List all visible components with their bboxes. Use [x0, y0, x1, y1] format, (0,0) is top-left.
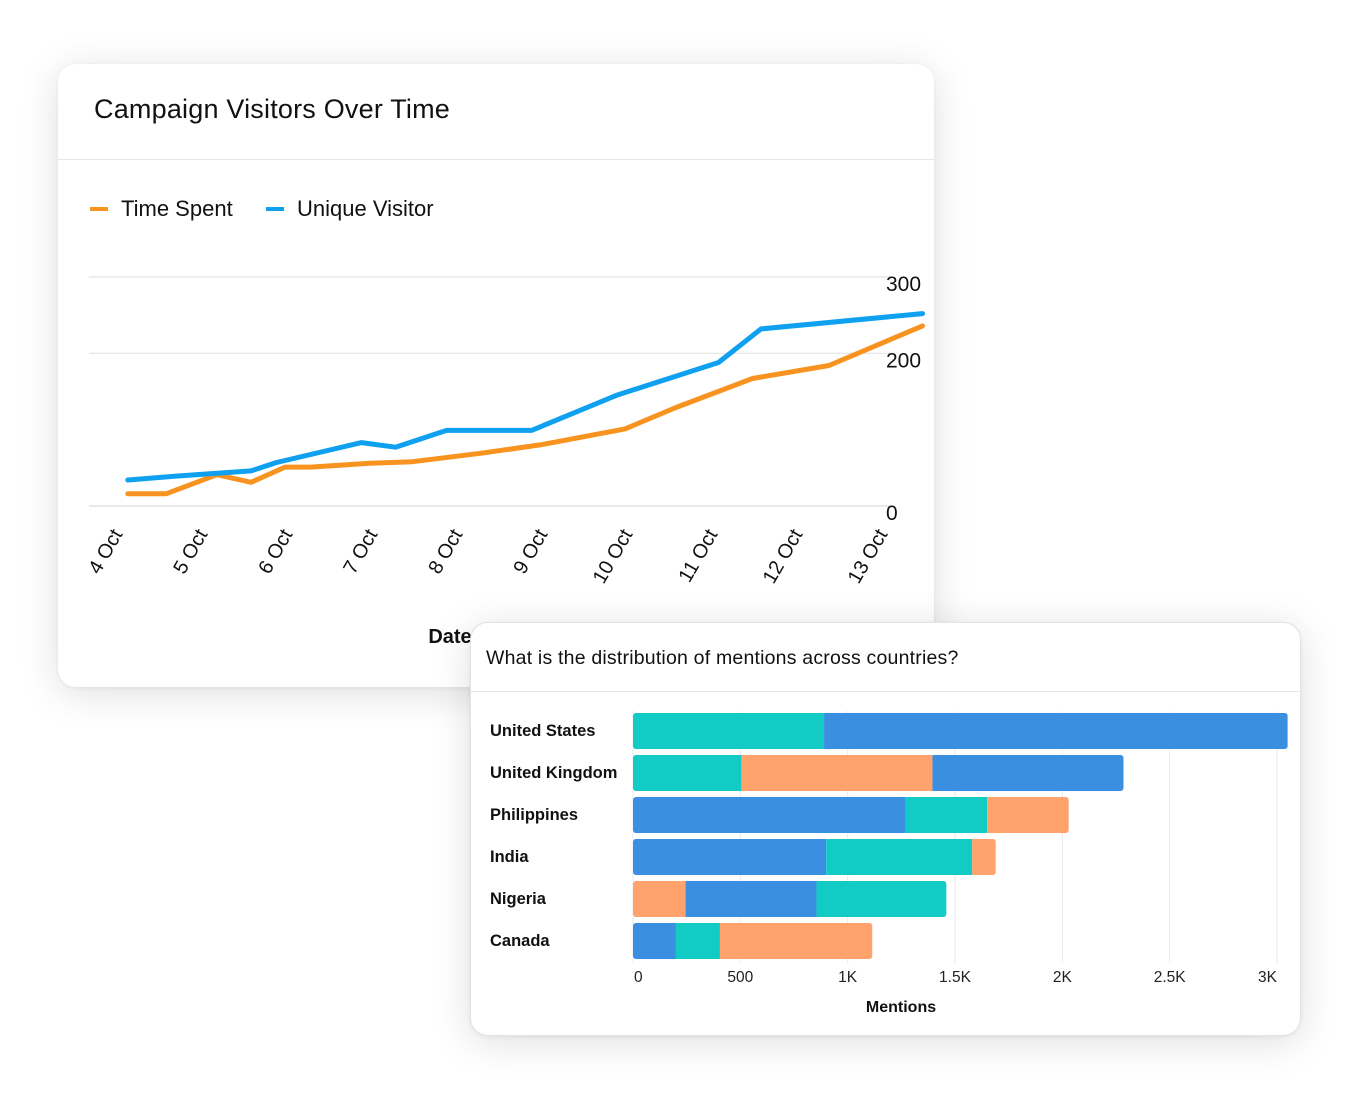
bar-segment-salmon[interactable]	[719, 923, 873, 959]
line-chart-x-axis-title: Date	[428, 626, 471, 648]
bar-segment-blue[interactable]	[633, 923, 676, 959]
line-chart-x-tick-label: 5 Oct	[169, 525, 212, 578]
bar-chart-card: What is the distribution of mentions acr…	[470, 622, 1301, 1036]
bar-segment-blue[interactable]	[932, 755, 1124, 791]
bar-row-nigeria[interactable]	[633, 881, 947, 917]
bar-chart-x-tick-label: 1.5K	[939, 969, 972, 986]
bar-segment-teal[interactable]	[633, 755, 742, 791]
bar-chart-category-label: United Kingdom	[490, 764, 617, 782]
bar-chart-x-tick-label: 500	[727, 969, 753, 986]
bar-chart-category-label: Nigeria	[490, 890, 547, 908]
line-chart-title: Campaign Visitors Over Time	[94, 94, 451, 124]
line-chart-title-divider	[58, 159, 934, 160]
bar-segment-salmon[interactable]	[741, 755, 933, 791]
line-chart-card: Campaign Visitors Over Time 300 200 0 4 Oc…	[58, 64, 934, 687]
bar-segment-teal[interactable]	[675, 923, 720, 959]
legend-item-time-spent[interactable]: Time Spent	[90, 196, 233, 221]
bar-chart-category-label: Canada	[490, 932, 550, 950]
line-chart-x-tick-label: 13 Oct	[844, 525, 893, 587]
bar-segment-blue[interactable]	[685, 881, 817, 917]
bar-segment-salmon[interactable]	[987, 797, 1069, 833]
bar-segment-blue[interactable]	[633, 797, 906, 833]
bar-chart-title-divider	[471, 691, 1300, 692]
bar-segment-teal[interactable]	[816, 881, 947, 917]
line-chart-y-tick-label: 300	[886, 273, 921, 296]
bar-row-united-kingdom[interactable]	[633, 755, 1124, 791]
bar-row-philippines[interactable]	[633, 797, 1069, 833]
bar-chart-x-tick-label: 2K	[1053, 969, 1073, 986]
line-chart-y-tick-label: 200	[886, 349, 921, 372]
bar-segment-blue[interactable]	[824, 713, 1288, 749]
bar-chart-x-tick-label: 0	[634, 969, 643, 986]
line-chart-x-tick-label: 4 Oct	[84, 525, 127, 578]
bar-chart-x-axis-title: Mentions	[866, 999, 936, 1016]
legend-label: Unique Visitor	[297, 196, 434, 221]
bar-chart-category-label: India	[490, 848, 529, 866]
line-chart-x-tick-label: 8 Oct	[424, 525, 467, 578]
line-series-unique-visitor	[125, 311, 925, 483]
bar-chart-x-tick-label: 1K	[838, 969, 858, 986]
bar-chart-category-label: United States	[490, 722, 595, 740]
bar-chart-x-tick-label: 2.5K	[1154, 969, 1187, 986]
line-series-time-spent	[125, 323, 925, 497]
line-chart-x-tick-label: 11 Oct	[675, 525, 723, 586]
bar-row-india[interactable]	[633, 839, 996, 875]
bar-segment-salmon[interactable]	[633, 881, 686, 917]
bar-segment-teal[interactable]	[826, 839, 973, 875]
line-chart-x-tick-label: 6 Oct	[254, 525, 297, 578]
bar-chart-category-label: Philippines	[490, 806, 578, 824]
legend-label: Time Spent	[121, 196, 233, 221]
bar-row-united-states[interactable]	[633, 713, 1288, 749]
bar-segment-teal[interactable]	[905, 797, 988, 833]
line-chart-x-tick-label: 12 Oct	[759, 525, 808, 587]
line-chart: 300 200 0 4 Oct 5 Oct 6 Oct 7 Oct 8 Oct 9 Oct 10…	[84, 196, 925, 648]
legend-item-unique-visitor[interactable]: Unique Visitor	[266, 196, 434, 221]
bar-segment-teal[interactable]	[633, 713, 825, 749]
line-chart-x-tick-label: 7 Oct	[339, 525, 382, 578]
line-chart-x-tick-label: 10 Oct	[589, 525, 638, 587]
bar-segment-salmon[interactable]	[972, 839, 996, 875]
bar-chart-x-tick-label: 3K	[1258, 969, 1278, 986]
bar-chart: United States United Kingdom Philippines In…	[490, 711, 1288, 1016]
bar-chart-title: What is the distribution of mentions acr…	[486, 647, 959, 669]
line-chart-y-tick-label: 0	[886, 502, 898, 525]
line-chart-x-tick-label: 9 Oct	[509, 525, 552, 578]
bar-segment-blue[interactable]	[633, 839, 827, 875]
bar-row-canada[interactable]	[633, 923, 873, 959]
